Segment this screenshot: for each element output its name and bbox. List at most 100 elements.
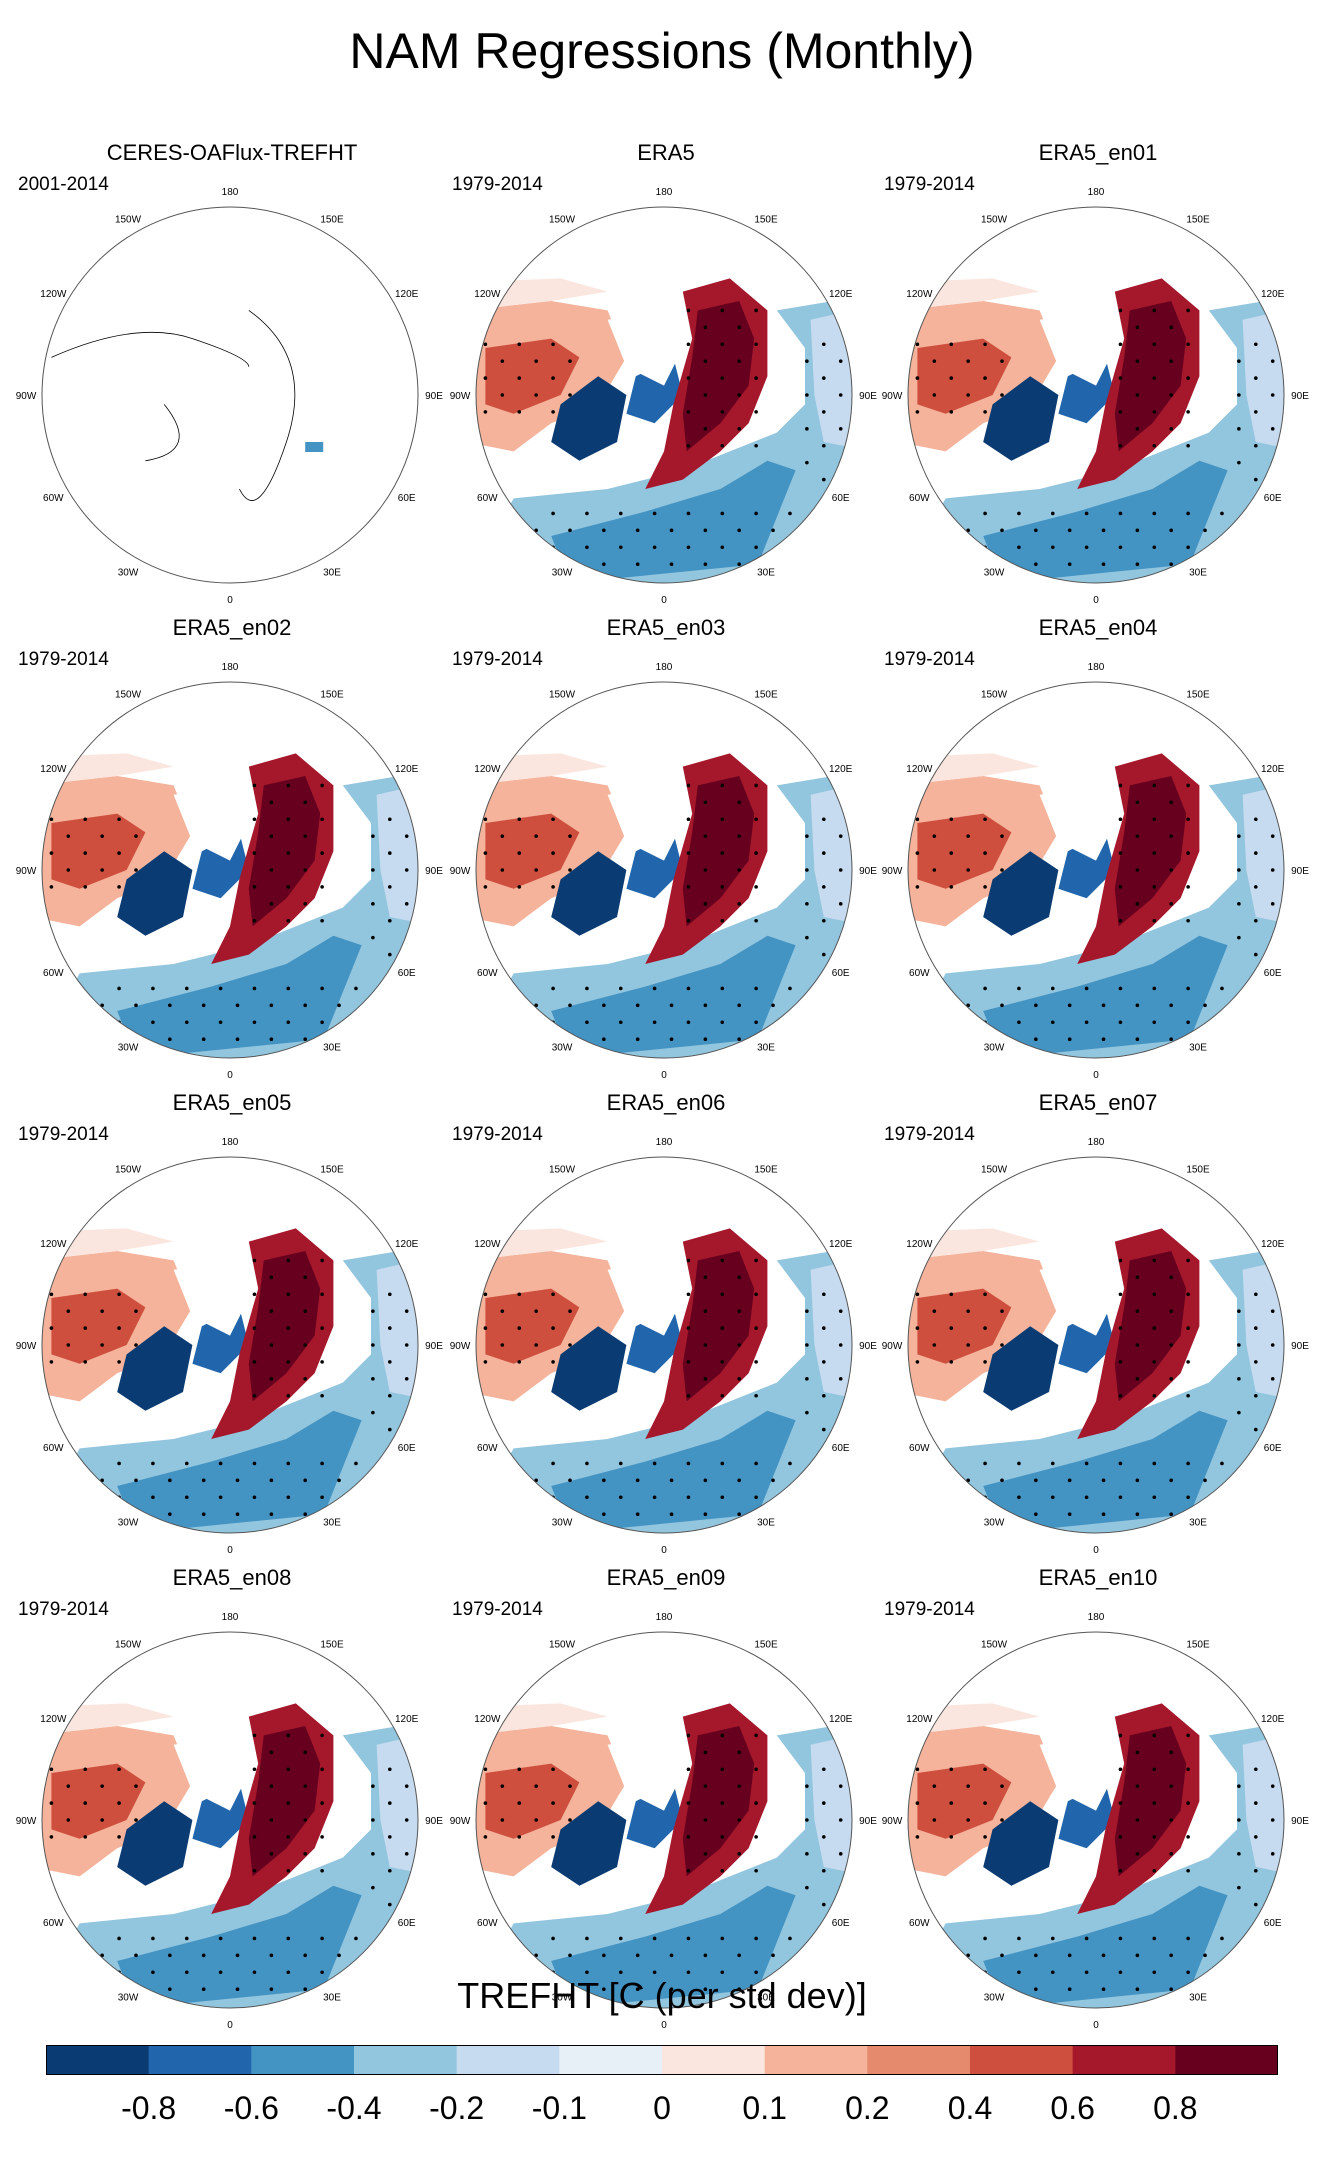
stipple-dot — [805, 1818, 809, 1822]
stipple-dot — [534, 528, 538, 533]
stipple-dot — [568, 1478, 572, 1483]
stipple-dot — [1220, 986, 1224, 991]
stipple-dot — [100, 1478, 104, 1483]
stipple-dot — [686, 885, 691, 889]
longitude-label: 90W — [882, 1816, 903, 1827]
stipple-dot — [151, 1461, 155, 1466]
map-field — [908, 207, 1284, 583]
stipple-dot — [686, 342, 691, 347]
eurasia-strong-warm-region — [682, 776, 755, 927]
colorbar-swatch — [148, 2045, 252, 2075]
stipple-dot — [303, 1343, 308, 1347]
stipple-dot — [517, 342, 522, 347]
stipple-dot — [1220, 545, 1224, 550]
eurasia-strong-warm-region — [682, 301, 755, 452]
panel-period: 1979-2014 — [18, 1599, 109, 1620]
stipple-dot — [286, 1936, 291, 1941]
stipple-dot — [754, 1326, 758, 1330]
stipple-dot — [117, 885, 121, 889]
stipple-dot — [184, 986, 189, 991]
stipple-dot — [771, 1512, 775, 1516]
stipple-dot — [1101, 1512, 1106, 1516]
stipple-dot — [983, 1461, 987, 1466]
panel-title: ERA5_en09 — [606, 1565, 726, 1590]
stipple-dot — [1186, 1020, 1190, 1025]
map-panel: ERA5_en03 1979-2014 180 150E 120E 90E 60E 30E 0 3… — [446, 615, 886, 1085]
stipple-dot — [754, 1936, 758, 1941]
stipple-dot — [754, 783, 758, 788]
stipple-dot — [1152, 1495, 1157, 1500]
stipple-dot — [1237, 834, 1241, 838]
stipple-dot — [652, 545, 657, 550]
stipple-dot — [703, 1275, 708, 1280]
stipple-dot — [805, 868, 809, 872]
stipple-dot — [404, 1852, 409, 1856]
stipple-dot — [669, 1512, 674, 1516]
longitude-label: 180 — [1088, 1612, 1105, 1623]
stipple-dot — [1101, 1987, 1106, 1991]
stipple-dot — [1135, 1309, 1140, 1313]
polar-map: 180 150E 120E 90E 60E 30E 0 30W 60W 90W 120W 150W — [450, 1137, 878, 1556]
stipple-dot — [83, 851, 88, 855]
stipple-dot — [703, 868, 708, 872]
stipple-dot — [134, 1003, 138, 1008]
stipple-dot — [1237, 1852, 1241, 1856]
stipple-dot — [320, 1292, 324, 1297]
stipple-dot — [703, 1037, 708, 1041]
longitude-label: 30E — [323, 1043, 341, 1054]
stipple-dot — [1254, 1326, 1258, 1330]
stipple-dot — [354, 1495, 358, 1500]
stipple-dot — [83, 1360, 88, 1364]
longitude-label: 30E — [323, 568, 341, 579]
stipple-dot — [1050, 545, 1055, 550]
stipple-dot — [235, 1478, 240, 1483]
stipple-dot — [500, 359, 505, 363]
stipple-dot — [404, 1784, 409, 1788]
stipple-dot — [720, 1292, 725, 1297]
stipple-dot — [1034, 1512, 1038, 1516]
stipple-dot — [1254, 885, 1258, 889]
stipple-dot — [788, 1495, 792, 1500]
stipple-dot — [1118, 817, 1123, 822]
stipple-dot — [1101, 1953, 1106, 1958]
stipple-dot — [134, 1037, 138, 1041]
stipple-dot — [500, 834, 505, 838]
stipple-dot — [949, 342, 954, 347]
stipple-dot — [83, 885, 88, 889]
stipple-dot — [371, 834, 375, 838]
stipple-dot — [1237, 1377, 1241, 1381]
stipple-dot — [134, 1343, 138, 1347]
stipple-dot — [534, 868, 538, 872]
stipple-dot — [737, 1953, 741, 1958]
stipple-dot — [838, 1343, 843, 1347]
labrador-cold-region — [551, 376, 627, 461]
stipple-dot — [269, 1003, 274, 1008]
stipple-dot — [1135, 1512, 1140, 1516]
stipple-dot — [269, 1512, 274, 1516]
stipple-dot — [966, 868, 970, 872]
stipple-dot — [1118, 1801, 1123, 1805]
stipple-dot — [1152, 443, 1157, 448]
stipple-dot — [483, 817, 488, 822]
stipple-dot — [585, 986, 589, 991]
stipple-dot — [754, 308, 758, 313]
stipple-dot — [320, 1767, 324, 1772]
stipple-dot — [1050, 1970, 1055, 1975]
longitude-label: 60E — [398, 1918, 416, 1929]
stipple-dot — [686, 1970, 691, 1975]
stipple-dot — [534, 393, 538, 397]
stipple-dot — [1118, 986, 1123, 991]
longitude-label: 120W — [906, 289, 933, 300]
stipple-dot — [703, 1953, 708, 1958]
stipple-dot — [483, 376, 488, 380]
stipple-dot — [1220, 1020, 1224, 1025]
stipple-dot — [822, 952, 826, 957]
stipple-dot — [286, 1258, 291, 1263]
stipple-dot — [551, 1461, 555, 1466]
stipple-dot — [1186, 1360, 1190, 1364]
ocean-strong-negative-region — [117, 1885, 362, 2008]
stipple-dot — [1169, 1512, 1173, 1516]
stipple-dot — [1135, 1818, 1140, 1822]
stipple-dot — [168, 1512, 172, 1516]
stipple-dot — [686, 1936, 691, 1941]
